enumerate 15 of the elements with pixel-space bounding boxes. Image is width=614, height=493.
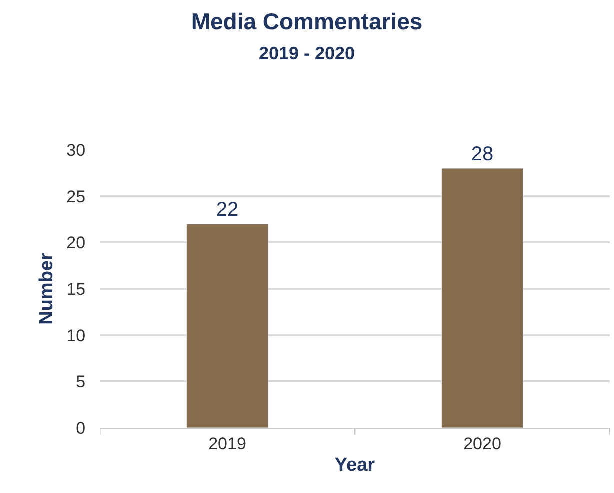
y-tick-label: 0 <box>76 418 86 438</box>
chart-subtitle: 2019 - 2020 <box>258 43 356 64</box>
y-tick-label: 10 <box>66 326 86 346</box>
x-tick-label: 2020 <box>464 434 502 454</box>
data-label: 28 <box>471 144 494 166</box>
chart-title: Media Commentaries <box>191 8 423 35</box>
y-tick-label: 30 <box>66 140 86 160</box>
y-tick-label: 15 <box>66 280 86 299</box>
y-tick-label: 25 <box>66 187 86 206</box>
y-axis-title: Number <box>36 252 58 325</box>
y-tick-label: 5 <box>76 372 86 392</box>
data-label: 22 <box>216 199 239 222</box>
x-tick-label: 2019 <box>208 434 246 454</box>
x-axis-title: Year <box>334 455 376 476</box>
y-tick-label: 20 <box>66 234 86 253</box>
